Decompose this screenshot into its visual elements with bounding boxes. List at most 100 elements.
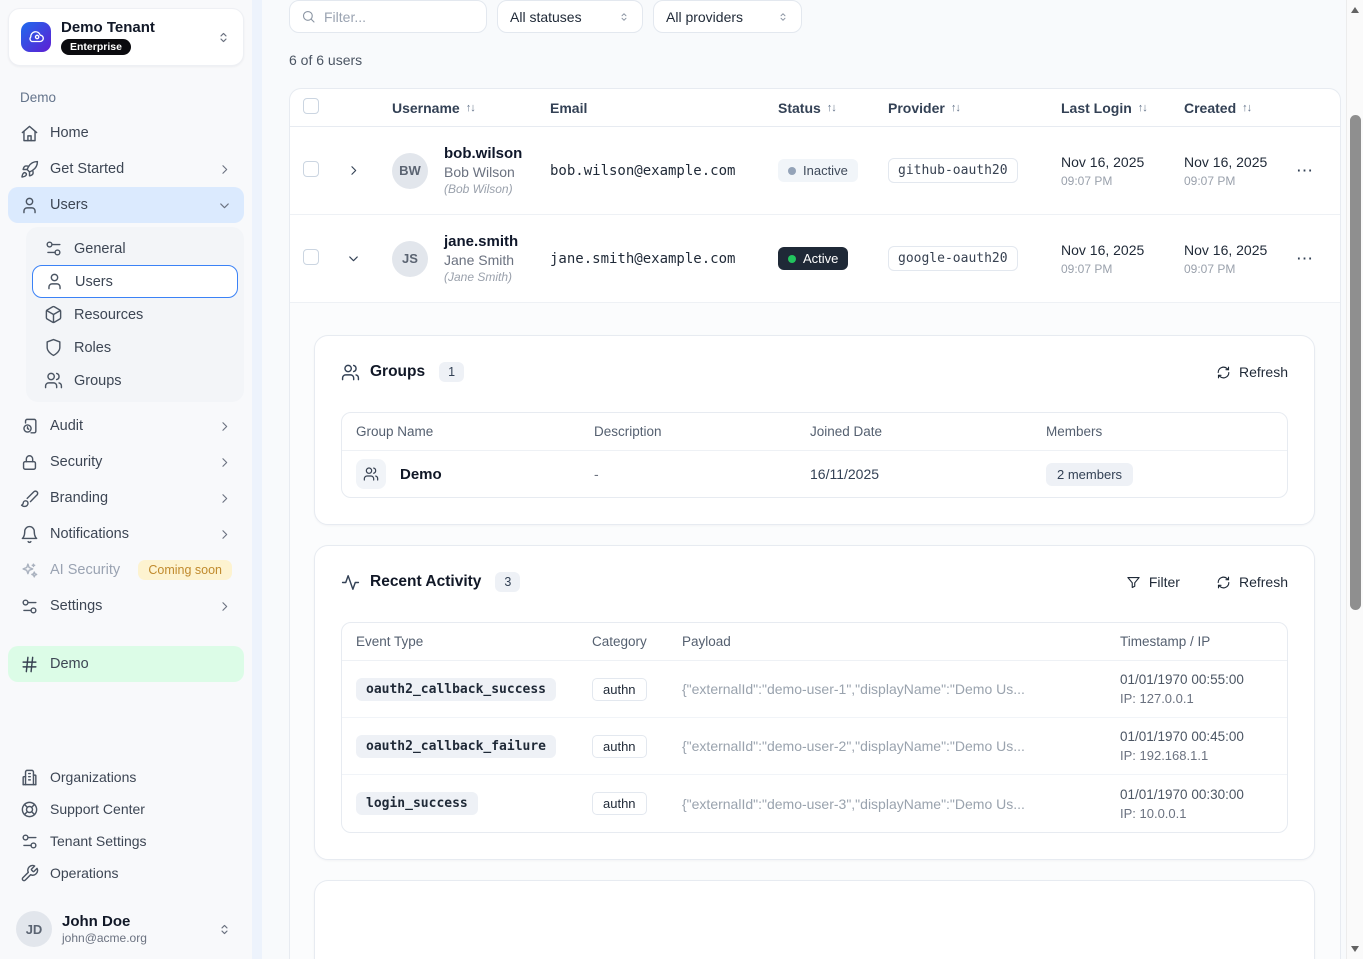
chevron-updown-icon — [216, 30, 231, 45]
sidebar-item-label: Audit — [50, 418, 84, 434]
row-actions-menu[interactable]: ⋯ — [1296, 248, 1314, 268]
user-icon — [20, 196, 39, 215]
created-time: 09:07 PM — [1184, 261, 1236, 276]
sidebar-item-branding[interactable]: Branding — [8, 480, 244, 516]
recent-activity-title: Recent Activity — [370, 573, 482, 590]
display-name: Jane Smith — [444, 252, 515, 268]
page-scrollbar[interactable] — [1346, 0, 1363, 959]
users-submenu: General Users Resources Roles Groups — [26, 227, 244, 402]
display-name: Bob Wilson — [444, 164, 515, 180]
sidebar-item-support-center[interactable]: Support Center — [8, 793, 244, 825]
sidebar-item-operations[interactable]: Operations — [8, 857, 244, 889]
sliders-icon — [44, 239, 63, 258]
groups-title: Groups — [370, 363, 426, 380]
submenu-item-label: General — [74, 240, 126, 257]
settings-sliders-icon — [20, 597, 39, 616]
sidebar-item-settings[interactable]: Settings — [8, 588, 244, 624]
email-cell: jane.smith@example.com — [550, 250, 736, 267]
sidebar-item-users[interactable]: Users — [8, 187, 244, 223]
status-filter-select[interactable]: All statuses — [497, 0, 643, 33]
lock-icon — [20, 453, 39, 472]
sidebar-scrollbar-track[interactable] — [252, 0, 262, 959]
activity-row[interactable]: oauth2_callback_failure authn {"external… — [342, 718, 1287, 775]
tenant-switcher[interactable]: Demo Tenant Enterprise — [8, 8, 244, 66]
sidebar-item-label: AI Security — [50, 562, 121, 578]
sort-icon: ↑↓ — [1137, 101, 1148, 114]
submenu-item-roles[interactable]: Roles — [32, 331, 238, 364]
audit-history-icon — [20, 417, 39, 436]
sidebar-item-get-started[interactable]: Get Started — [8, 151, 244, 187]
event-type-badge: oauth2_callback_success — [356, 677, 557, 701]
sidebar-item-label: Tenant Settings — [50, 833, 147, 849]
user-menu[interactable]: JD John Doe john@acme.org — [8, 903, 244, 949]
provider-badge: github-oauth20 — [888, 158, 1018, 183]
event-type-badge: login_success — [356, 792, 478, 815]
sidebar-item-audit[interactable]: Audit — [8, 408, 244, 444]
table-row-jane-smith: JS jane.smith Jane Smith (Jane Smith) ja… — [290, 215, 1340, 303]
activity-filter-button[interactable]: Filter — [1126, 574, 1180, 590]
user-email: john@acme.org — [62, 931, 147, 945]
chevron-right-icon — [217, 419, 232, 434]
row-checkbox[interactable] — [303, 161, 319, 177]
sidebar-item-label: Demo — [50, 656, 89, 672]
timestamp: 01/01/1970 00:30:00 — [1120, 786, 1244, 802]
scrollbar-down-arrow[interactable] — [1347, 941, 1363, 957]
chevron-down-icon[interactable] — [346, 251, 378, 266]
column-header-provider[interactable]: Provider ↑↓ — [888, 99, 961, 116]
created-date: Nov 16, 2025 — [1184, 241, 1268, 258]
user-count-text: 6 of 6 users — [289, 52, 363, 68]
submenu-item-resources[interactable]: Resources — [32, 298, 238, 331]
hash-icon — [20, 655, 39, 674]
submenu-item-groups[interactable]: Groups — [32, 364, 238, 397]
activity-row[interactable]: oauth2_callback_success authn {"external… — [342, 661, 1287, 718]
column-header-last-login[interactable]: Last Login ↑↓ — [1061, 99, 1148, 116]
select-all-checkbox[interactable] — [303, 98, 319, 114]
users-table-header: Username ↑↓ Email Status ↑↓ Provider ↑↓ Las… — [290, 89, 1340, 127]
row-checkbox[interactable] — [303, 249, 319, 265]
sparkles-icon — [20, 561, 39, 580]
expanded-row-detail: Groups 1 Refresh Group Name Description … — [289, 303, 1341, 959]
groups-table: Group Name Description Joined Date Membe… — [341, 412, 1288, 498]
created-date: Nov 16, 2025 — [1184, 153, 1268, 170]
activity-refresh-button[interactable]: Refresh — [1216, 574, 1288, 590]
filter-input[interactable] — [324, 8, 475, 25]
refresh-label: Refresh — [1238, 574, 1288, 590]
users-group-icon — [44, 371, 63, 390]
sidebar-item-notifications[interactable]: Notifications — [8, 516, 244, 552]
recent-activity-card: Recent Activity 3 Filter Refresh Event T… — [314, 545, 1315, 860]
activity-table: Event Type Category Payload Timestamp / … — [341, 622, 1288, 833]
group-members-badge: 2 members — [1046, 462, 1134, 486]
activity-row[interactable]: login_success authn {"externalId":"demo-… — [342, 775, 1287, 832]
refresh-icon — [1216, 575, 1231, 590]
rocket-icon — [20, 160, 39, 179]
scrollbar-up-arrow[interactable] — [1347, 2, 1363, 18]
column-header-status[interactable]: Status ↑↓ — [778, 99, 837, 116]
group-row-demo[interactable]: Demo - 16/11/2025 2 members — [342, 451, 1287, 497]
ip-address: IP: 192.168.1.1 — [1120, 748, 1209, 763]
column-header-username[interactable]: Username ↑↓ — [392, 99, 476, 116]
chevron-right-icon — [217, 527, 232, 542]
column-header-created[interactable]: Created ↑↓ — [1184, 99, 1252, 116]
chevron-right-icon[interactable] — [346, 163, 378, 178]
category-badge: authn — [592, 677, 647, 701]
avatar: JS — [392, 240, 428, 277]
sidebar-item-organizations[interactable]: Organizations — [8, 761, 244, 793]
tenant-name: Demo Tenant — [61, 19, 155, 36]
coming-soon-badge: Coming soon — [138, 560, 232, 580]
scrollbar-thumb[interactable] — [1350, 115, 1361, 610]
groups-refresh-button[interactable]: Refresh — [1216, 364, 1288, 380]
submenu-item-users[interactable]: Users — [32, 265, 238, 298]
provider-filter-select[interactable]: All providers — [653, 0, 802, 33]
sidebar-item-security[interactable]: Security — [8, 444, 244, 480]
row-actions-menu[interactable]: ⋯ — [1296, 160, 1314, 180]
submenu-item-general[interactable]: General — [32, 232, 238, 265]
event-type-badge: oauth2_callback_failure — [356, 734, 557, 758]
sidebar-item-ai-security: AI Security Coming soon — [8, 552, 244, 588]
sidebar-item-demo-workspace[interactable]: Demo — [8, 646, 244, 682]
chevron-updown-icon — [217, 922, 232, 937]
sidebar-item-tenant-settings[interactable]: Tenant Settings — [8, 825, 244, 857]
submenu-item-label: Groups — [74, 372, 122, 389]
group-description: - — [594, 466, 599, 482]
sidebar-item-home[interactable]: Home — [8, 115, 244, 151]
chevron-right-icon — [217, 599, 232, 614]
